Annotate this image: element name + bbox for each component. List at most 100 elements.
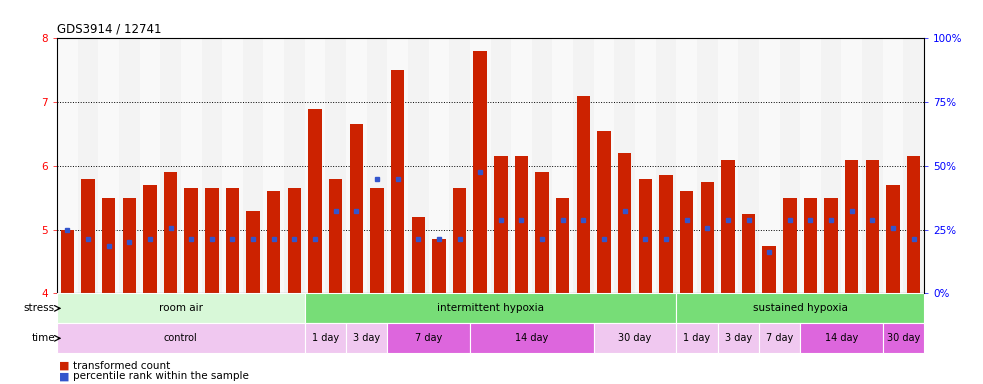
Bar (433, 239, 445, 293)
Bar (556, 198, 569, 293)
Bar (371, 188, 383, 293)
Bar (346, 38, 367, 293)
Bar (247, 210, 260, 293)
Bar (883, 38, 903, 293)
Text: 3 day: 3 day (724, 333, 752, 343)
Bar (160, 38, 181, 293)
Bar (329, 179, 342, 293)
Text: stress: stress (24, 303, 55, 313)
Bar (325, 38, 346, 293)
Bar (474, 51, 487, 293)
Bar (57, 323, 305, 353)
Bar (449, 38, 470, 293)
Bar (263, 38, 284, 293)
Bar (494, 156, 507, 293)
Bar (288, 188, 301, 293)
Bar (346, 323, 387, 353)
Bar (738, 38, 759, 293)
Text: intermittent hypoxia: intermittent hypoxia (437, 303, 544, 313)
Bar (61, 230, 74, 293)
Bar (697, 38, 718, 293)
Bar (305, 293, 676, 323)
Bar (614, 38, 635, 293)
Text: 30 day: 30 day (887, 333, 920, 343)
Bar (57, 293, 305, 323)
Bar (267, 191, 280, 293)
Bar (181, 38, 202, 293)
Text: room air: room air (159, 303, 202, 313)
Bar (552, 38, 573, 293)
Bar (408, 38, 429, 293)
Bar (532, 38, 552, 293)
Text: time: time (31, 333, 55, 343)
Text: 14 day: 14 day (825, 333, 858, 343)
Bar (639, 179, 652, 293)
Bar (903, 38, 924, 293)
Bar (305, 38, 325, 293)
Bar (470, 38, 491, 293)
Text: 3 day: 3 day (353, 333, 380, 343)
Bar (676, 323, 718, 353)
Bar (800, 38, 821, 293)
Text: ■: ■ (59, 371, 70, 381)
Bar (78, 38, 98, 293)
Bar (387, 323, 470, 353)
Bar (759, 38, 780, 293)
Bar (718, 323, 759, 353)
Bar (205, 188, 218, 293)
Bar (701, 182, 714, 293)
Bar (841, 38, 862, 293)
Bar (202, 38, 222, 293)
Bar (515, 156, 528, 293)
Bar (759, 323, 800, 353)
Bar (676, 38, 697, 293)
Text: 7 day: 7 day (766, 333, 793, 343)
Text: GDS3914 / 12741: GDS3914 / 12741 (57, 23, 161, 36)
Bar (718, 38, 738, 293)
Text: ■: ■ (59, 361, 70, 371)
Bar (887, 185, 899, 293)
Bar (800, 323, 883, 353)
Bar (907, 156, 920, 293)
Bar (412, 217, 425, 293)
Bar (309, 109, 321, 293)
Text: 7 day: 7 day (415, 333, 442, 343)
Text: 1 day: 1 day (312, 333, 339, 343)
Bar (367, 38, 387, 293)
Bar (635, 38, 656, 293)
Bar (866, 159, 879, 293)
Text: sustained hypoxia: sustained hypoxia (753, 303, 847, 313)
Bar (656, 38, 676, 293)
Bar (594, 323, 676, 353)
Bar (845, 159, 858, 293)
Bar (140, 38, 160, 293)
Bar (284, 38, 305, 293)
Bar (742, 214, 755, 293)
Bar (804, 198, 817, 293)
Bar (680, 191, 693, 293)
Bar (470, 323, 594, 353)
Text: percentile rank within the sample: percentile rank within the sample (73, 371, 249, 381)
Bar (577, 96, 590, 293)
Text: 30 day: 30 day (618, 333, 652, 343)
Bar (862, 38, 883, 293)
Bar (243, 38, 263, 293)
Bar (226, 188, 239, 293)
Bar (222, 38, 243, 293)
Bar (57, 38, 78, 293)
Bar (185, 188, 198, 293)
Bar (119, 38, 140, 293)
Bar (780, 38, 800, 293)
Bar (763, 246, 776, 293)
Text: 1 day: 1 day (683, 333, 711, 343)
Bar (660, 175, 672, 293)
Bar (783, 198, 796, 293)
Bar (429, 38, 449, 293)
Bar (536, 172, 549, 293)
Bar (305, 323, 346, 353)
Text: 14 day: 14 day (515, 333, 549, 343)
Bar (511, 38, 532, 293)
Bar (594, 38, 614, 293)
Bar (573, 38, 594, 293)
Bar (618, 153, 631, 293)
